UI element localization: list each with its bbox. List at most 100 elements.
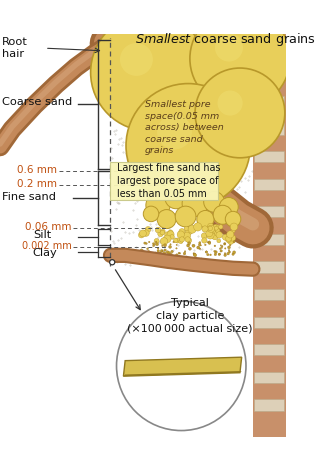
- Circle shape: [213, 224, 219, 231]
- Circle shape: [143, 230, 149, 236]
- Circle shape: [199, 248, 201, 249]
- Circle shape: [157, 248, 159, 249]
- Circle shape: [167, 231, 174, 238]
- Bar: [254, 96, 284, 107]
- Circle shape: [210, 254, 212, 256]
- Circle shape: [182, 191, 208, 217]
- Circle shape: [120, 43, 153, 76]
- Circle shape: [213, 205, 232, 224]
- Circle shape: [214, 253, 216, 255]
- Circle shape: [200, 245, 202, 246]
- Circle shape: [206, 251, 207, 253]
- Circle shape: [170, 234, 174, 239]
- Circle shape: [206, 231, 214, 239]
- Circle shape: [143, 206, 159, 222]
- Circle shape: [158, 231, 163, 237]
- Circle shape: [224, 243, 225, 244]
- Circle shape: [154, 244, 155, 245]
- Circle shape: [215, 34, 243, 62]
- Circle shape: [227, 238, 234, 244]
- Polygon shape: [123, 371, 242, 376]
- Circle shape: [144, 242, 146, 244]
- Circle shape: [165, 232, 170, 237]
- Circle shape: [187, 244, 190, 247]
- Circle shape: [193, 253, 196, 256]
- Circle shape: [184, 251, 186, 252]
- Circle shape: [198, 243, 201, 246]
- Circle shape: [179, 229, 185, 235]
- Circle shape: [219, 248, 221, 249]
- Circle shape: [183, 232, 191, 240]
- Circle shape: [179, 253, 181, 254]
- Circle shape: [160, 238, 168, 245]
- Circle shape: [227, 252, 229, 255]
- Circle shape: [147, 248, 149, 250]
- Circle shape: [199, 241, 201, 244]
- Text: $\it{Smallest}$ coarse sand grains: $\it{Smallest}$ coarse sand grains: [135, 31, 315, 48]
- Circle shape: [207, 241, 209, 243]
- Text: 0.06 mm: 0.06 mm: [25, 222, 71, 232]
- Text: Smallest pore
space(0.05 mm
across) between
coarse sand
grains: Smallest pore space(0.05 mm across) betw…: [145, 100, 224, 155]
- Circle shape: [226, 235, 231, 241]
- Bar: [254, 39, 284, 50]
- Circle shape: [160, 249, 163, 252]
- Text: 0.2 mm: 0.2 mm: [17, 179, 57, 189]
- Text: Coarse sand: Coarse sand: [2, 97, 72, 106]
- Circle shape: [216, 225, 220, 229]
- Circle shape: [206, 230, 213, 237]
- Circle shape: [232, 253, 234, 255]
- Bar: [254, 317, 284, 328]
- Circle shape: [159, 252, 161, 254]
- Circle shape: [157, 252, 159, 255]
- Circle shape: [175, 206, 196, 227]
- Circle shape: [145, 242, 147, 244]
- Circle shape: [225, 236, 232, 242]
- Circle shape: [143, 253, 145, 255]
- Circle shape: [164, 244, 166, 247]
- Bar: [254, 262, 284, 273]
- Circle shape: [152, 243, 154, 245]
- Circle shape: [197, 246, 200, 249]
- Circle shape: [208, 241, 211, 243]
- Circle shape: [218, 225, 223, 229]
- Circle shape: [210, 228, 216, 234]
- Circle shape: [179, 237, 185, 242]
- Circle shape: [165, 186, 187, 209]
- Circle shape: [192, 244, 195, 247]
- Circle shape: [226, 235, 231, 241]
- Circle shape: [170, 253, 172, 255]
- Circle shape: [168, 254, 171, 256]
- Circle shape: [173, 241, 174, 243]
- Bar: [254, 151, 284, 162]
- Circle shape: [156, 253, 158, 255]
- Circle shape: [212, 234, 218, 240]
- Text: Fine sand: Fine sand: [2, 191, 56, 202]
- Circle shape: [229, 244, 231, 246]
- Circle shape: [110, 260, 115, 265]
- Circle shape: [117, 301, 246, 431]
- Circle shape: [224, 253, 226, 255]
- Circle shape: [207, 254, 209, 256]
- Circle shape: [91, 14, 208, 131]
- Text: Silt: Silt: [33, 231, 51, 241]
- Circle shape: [208, 242, 211, 244]
- Circle shape: [147, 250, 150, 253]
- Circle shape: [146, 193, 170, 217]
- Circle shape: [139, 251, 142, 253]
- Circle shape: [179, 240, 183, 244]
- Polygon shape: [123, 357, 242, 376]
- Circle shape: [202, 226, 208, 232]
- Circle shape: [166, 251, 169, 254]
- Circle shape: [219, 254, 220, 255]
- Text: Typical
clay particle
(×100 000 actual size): Typical clay particle (×100 000 actual s…: [127, 298, 253, 333]
- Circle shape: [157, 253, 159, 255]
- Circle shape: [220, 250, 222, 252]
- Circle shape: [171, 250, 173, 253]
- Circle shape: [229, 235, 236, 241]
- Circle shape: [175, 254, 178, 256]
- Circle shape: [188, 242, 191, 245]
- Circle shape: [167, 254, 168, 256]
- Circle shape: [208, 226, 213, 231]
- Bar: [254, 289, 284, 300]
- Circle shape: [233, 251, 236, 254]
